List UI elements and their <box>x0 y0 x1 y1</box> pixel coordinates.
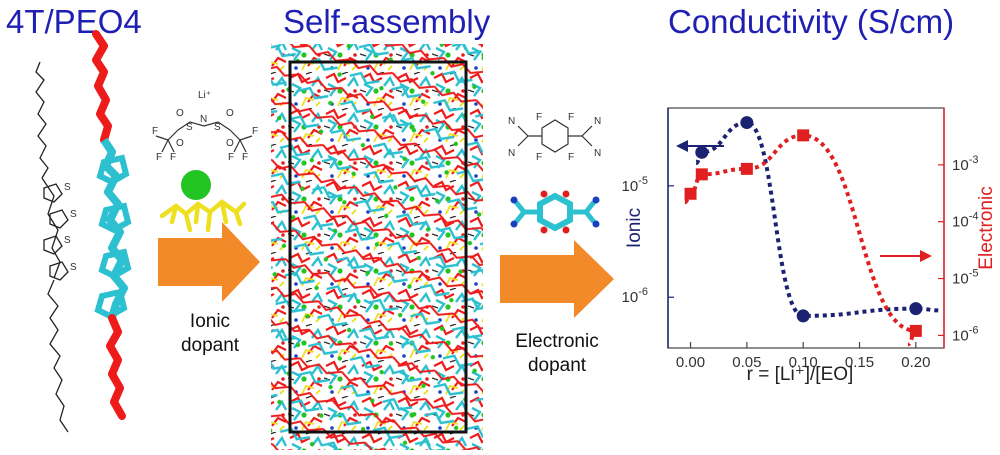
chem-label-o: O <box>226 138 234 149</box>
right-tick-label: 10-5 <box>952 268 978 288</box>
ionic-data-point <box>909 302 923 316</box>
data-points <box>684 116 923 337</box>
ionic-data-point <box>695 145 709 159</box>
ionic-dopant-line2: dopant <box>180 335 240 356</box>
electronic-dopant-line1: Electronic <box>515 331 599 352</box>
electronic-data-point <box>684 187 697 200</box>
chem-label-f: F <box>152 126 158 137</box>
tfsi-anion-model <box>159 199 247 233</box>
left-tick-label: 10-6 <box>622 286 648 306</box>
chem-label-s: S <box>70 209 77 220</box>
f4tcnq-model <box>510 190 600 234</box>
left-axis-label: Ionic <box>624 208 645 248</box>
chem-label-s: S <box>64 235 71 246</box>
li-ion-sphere <box>181 170 211 200</box>
ionic-dopant-label: Ionic dopant <box>160 310 260 358</box>
chem-label-f: F <box>242 152 248 163</box>
left-tick-base: 10 <box>622 289 639 306</box>
right-tick-exponent: -3 <box>969 154 979 166</box>
right-tick-base: 10 <box>952 214 969 231</box>
chem-label-s: S <box>64 182 71 193</box>
chem-label-o: O <box>176 138 184 149</box>
left-tick-exponent: -6 <box>638 286 648 298</box>
x-tick-label: 0.20 <box>901 354 930 371</box>
chem-label-n: N <box>508 116 515 127</box>
chem-label-f: F <box>536 152 542 163</box>
litfsi-structure: Li⁺ S N S O O O O F F F F F F <box>152 90 258 163</box>
chem-label-n: N <box>594 116 601 127</box>
chem-label-f: F <box>252 126 258 137</box>
chem-label-li: Li⁺ <box>198 90 211 101</box>
electronic-arrowhead <box>920 250 932 262</box>
x-tick-label: 0.10 <box>789 354 818 371</box>
x-tick-label: 0.00 <box>676 354 705 371</box>
x-tick-label: 0.05 <box>732 354 761 371</box>
ionic-dopant-line1: Ionic <box>189 311 231 332</box>
molecule-3d-model <box>92 30 132 420</box>
right-tick-exponent: -4 <box>969 211 979 223</box>
chem-label-f: F <box>228 152 234 163</box>
right-tick-exponent: -5 <box>969 268 979 280</box>
electronic-trend-line <box>684 133 917 347</box>
left-ticks: 10-510-6 <box>622 175 674 306</box>
md-snapshot <box>271 44 483 450</box>
right-tick-base: 10 <box>952 327 969 344</box>
x-tick-label: 0.15 <box>845 354 874 371</box>
electronic-data-point <box>797 129 810 142</box>
chem-label-o: O <box>176 108 184 119</box>
chem-label-f: F <box>170 152 176 163</box>
right-axis-label: Electronic <box>976 186 997 269</box>
left-tick-base: 10 <box>622 178 639 195</box>
electronic-data-point <box>740 162 753 175</box>
electronic-dopant-line2: dopant <box>527 355 587 376</box>
arrow-electronic-doping <box>500 240 614 318</box>
f4tcnq-structure: N N N N F F F F <box>508 112 601 163</box>
ionic-data-point <box>740 116 754 130</box>
left-tick-label: 10-5 <box>622 175 648 195</box>
electronic-data-point <box>909 324 922 337</box>
chemical-structure-4t-peo4: S S S S <box>35 61 77 433</box>
electronic-dopant-label: Electronic dopant <box>498 330 616 378</box>
chem-label-o: O <box>226 108 234 119</box>
chem-label-f: F <box>156 152 162 163</box>
ionic-data-point <box>796 309 810 323</box>
chem-label-n: N <box>200 114 207 125</box>
chem-label-n: N <box>508 148 515 159</box>
right-tick-label: 10-3 <box>952 154 978 174</box>
right-tick-label: 10-4 <box>952 211 978 231</box>
chem-label-s: S <box>186 122 193 133</box>
molecule-title: 4T/PEO4 <box>6 3 142 40</box>
chem-label-f: F <box>568 152 574 163</box>
right-tick-base: 10 <box>952 271 969 288</box>
right-ticks: 10-310-410-510-6 <box>938 154 978 344</box>
chem-label-f: F <box>568 112 574 123</box>
conductivity-chart: 0.00 0.05 0.10 0.15 0.20 10-510-6 10-310-410… <box>622 107 997 385</box>
x-axis-label: r = [Li⁺]/[EO] <box>747 364 854 385</box>
chem-label-n: N <box>594 148 601 159</box>
chem-label-s: S <box>70 262 77 273</box>
conductivity-title: Conductivity (S/cm) <box>668 3 955 40</box>
electronic-data-point <box>695 168 708 181</box>
right-tick-label: 10-6 <box>952 324 978 344</box>
assembly-title: Self-assembly <box>283 3 491 40</box>
ionic-arrowhead <box>676 140 688 152</box>
right-tick-exponent: -6 <box>969 324 979 336</box>
chem-label-f: F <box>536 112 542 123</box>
chem-label-s: S <box>214 122 221 133</box>
x-ticks: 0.00 0.05 0.10 0.15 0.20 <box>676 342 930 371</box>
left-tick-exponent: -5 <box>638 175 648 187</box>
right-tick-base: 10 <box>952 157 969 174</box>
arrow-ionic-doping <box>158 222 260 302</box>
